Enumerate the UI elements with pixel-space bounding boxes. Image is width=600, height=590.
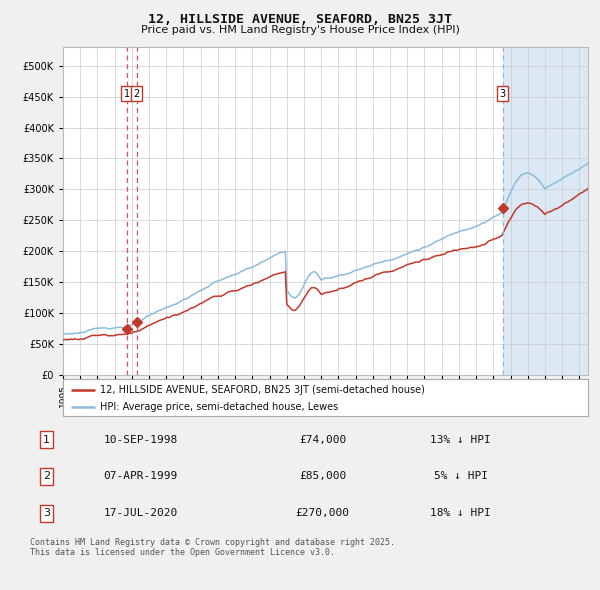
Text: 13% ↓ HPI: 13% ↓ HPI (430, 435, 491, 445)
Text: 10-SEP-1998: 10-SEP-1998 (103, 435, 178, 445)
Text: £74,000: £74,000 (299, 435, 346, 445)
Text: 2: 2 (43, 471, 50, 481)
Text: Contains HM Land Registry data © Crown copyright and database right 2025.
This d: Contains HM Land Registry data © Crown c… (30, 538, 395, 558)
Text: 3: 3 (43, 508, 50, 518)
Text: £270,000: £270,000 (296, 508, 350, 518)
Text: 2: 2 (133, 88, 140, 99)
Text: £85,000: £85,000 (299, 471, 346, 481)
Text: 18% ↓ HPI: 18% ↓ HPI (430, 508, 491, 518)
Text: Price paid vs. HM Land Registry's House Price Index (HPI): Price paid vs. HM Land Registry's House … (140, 25, 460, 35)
Text: 12, HILLSIDE AVENUE, SEAFORD, BN25 3JT: 12, HILLSIDE AVENUE, SEAFORD, BN25 3JT (148, 13, 452, 26)
Text: 3: 3 (500, 88, 506, 99)
Text: 07-APR-1999: 07-APR-1999 (103, 471, 178, 481)
Text: HPI: Average price, semi-detached house, Lewes: HPI: Average price, semi-detached house,… (100, 402, 338, 412)
Text: 12, HILLSIDE AVENUE, SEAFORD, BN25 3JT (semi-detached house): 12, HILLSIDE AVENUE, SEAFORD, BN25 3JT (… (100, 385, 425, 395)
Text: 17-JUL-2020: 17-JUL-2020 (103, 508, 178, 518)
Bar (503, 47, 600, 375)
Text: 1: 1 (43, 435, 50, 445)
Text: 5% ↓ HPI: 5% ↓ HPI (434, 471, 488, 481)
Text: 1: 1 (124, 88, 130, 99)
